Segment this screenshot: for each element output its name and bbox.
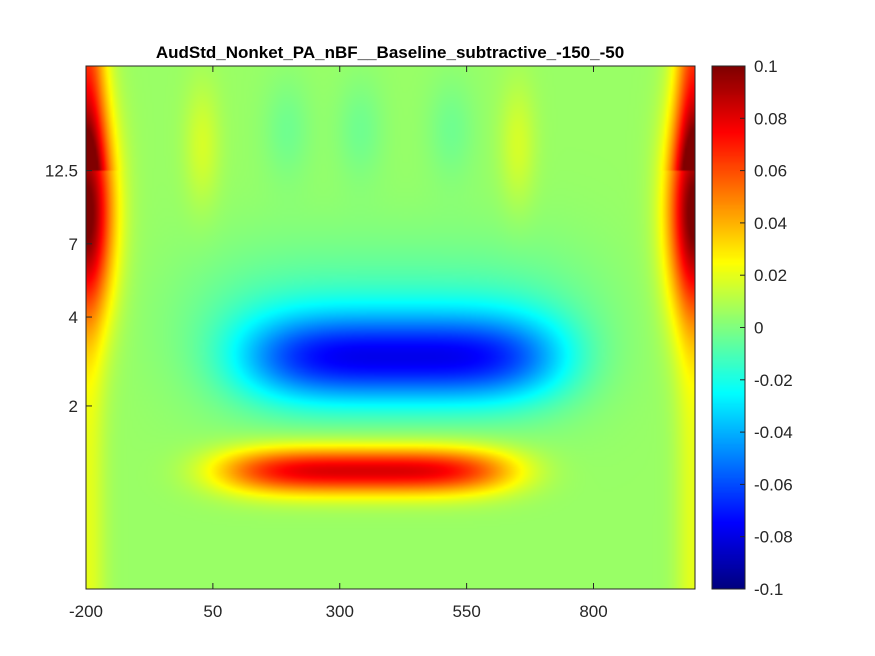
colorbar-tick-label: 0.02: [754, 266, 787, 285]
colorbar-tick-label: -0.08: [754, 528, 793, 547]
x-tick-label: 800: [579, 602, 607, 621]
chart-title: AudStd_Nonket_PA_nBF__Baseline_subtracti…: [156, 43, 624, 62]
y-tick-label: 4: [69, 308, 78, 327]
heatmap-image: [86, 66, 695, 589]
x-tick-label: 50: [203, 602, 222, 621]
y-tick-label: 7: [69, 235, 78, 254]
colorbar-tick-label: -0.06: [754, 475, 793, 494]
x-tick-label: 550: [452, 602, 480, 621]
colorbar-tick-label: 0.06: [754, 162, 787, 181]
colorbar-tick-label: -0.02: [754, 371, 793, 390]
colorbar-tick-label: -0.1: [754, 580, 783, 599]
y-axis: 12.5 7 4 2: [45, 162, 92, 416]
x-axis: -200 50 300 550 800: [69, 66, 608, 621]
y-tick-label: 12.5: [45, 162, 78, 181]
colorbar-ticks: 0.1 0.08 0.06 0.04 0.02 0 -0.02 -0.04 -0.06 -0.08…: [740, 57, 793, 599]
y-tick-label: 2: [69, 397, 78, 416]
plot-area: [85, 65, 696, 590]
colorbar-gradient: [712, 66, 745, 589]
colorbar-tick-label: 0.04: [754, 214, 787, 233]
colorbar-tick-label: -0.04: [754, 423, 793, 442]
colorbar-tick-label: 0: [754, 319, 763, 338]
x-tick-label: 300: [326, 602, 354, 621]
plot-frame: [85, 65, 696, 590]
colorbar: 0.1 0.08 0.06 0.04 0.02 0 -0.02 -0.04 -0.06 -0.08…: [711, 57, 793, 599]
colorbar-tick-label: 0.08: [754, 109, 787, 128]
colorbar-tick-label: 0.1: [754, 57, 778, 76]
x-tick-label: -200: [69, 602, 103, 621]
